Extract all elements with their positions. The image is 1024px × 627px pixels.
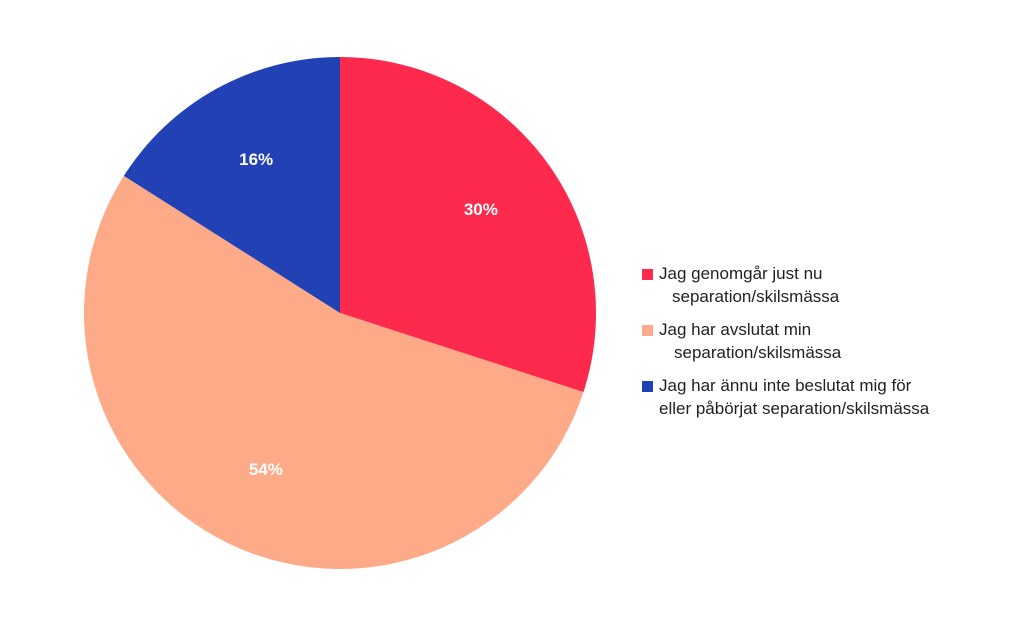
legend-label-undecided: Jag har ännu inte beslutat mig för eller…	[659, 374, 929, 420]
legend-swatch-completed	[642, 325, 653, 336]
legend-label-undecided-line2: eller påbörjat separation/skilsmässa	[659, 399, 930, 418]
pie-label-completed: 54%	[249, 460, 283, 479]
legend-label-completed: Jag har avslutat min separation/skilsmäs…	[659, 318, 841, 364]
pie-slice-current	[340, 57, 596, 393]
legend-swatch-current	[642, 269, 653, 280]
legend-label-current: Jag genomgår just nu separation/skilsmäs…	[659, 262, 839, 308]
pie-label-undecided: 16%	[239, 150, 273, 169]
pie-slices	[83, 57, 596, 569]
legend-item-completed: Jag har avslutat min separation/skilsmäs…	[642, 318, 1012, 364]
legend: Jag genomgår just nu separation/skilsmäs…	[642, 262, 1012, 430]
legend-label-current-line2: separation/skilsmässa	[672, 287, 840, 306]
pie-label-current: 30%	[464, 200, 498, 219]
legend-swatch-undecided	[642, 381, 653, 392]
pie-slice-undecided	[123, 57, 340, 313]
legend-label-undecided-line1: Jag har ännu inte beslutat mig för	[659, 376, 912, 395]
pie-labels: 30% 54% 16%	[239, 150, 498, 479]
legend-label-completed-line1: Jag har avslutat min	[659, 320, 812, 339]
pie-slice-completed	[83, 175, 584, 569]
legend-item-undecided: Jag har ännu inte beslutat mig för eller…	[642, 374, 1012, 420]
legend-label-completed-line2: separation/skilsmässa	[674, 343, 842, 362]
legend-item-current: Jag genomgår just nu separation/skilsmäs…	[642, 262, 1012, 308]
legend-label-current-line1: Jag genomgår just nu	[659, 264, 823, 283]
